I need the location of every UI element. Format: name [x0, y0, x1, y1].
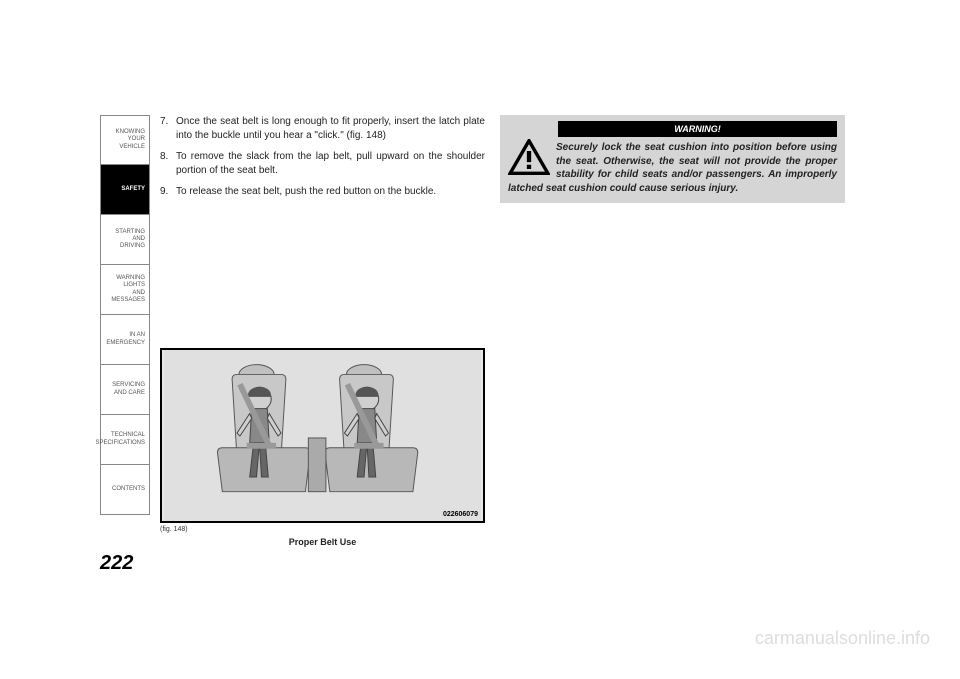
instruction-text: To release the seat belt, push the red b… [176, 185, 485, 199]
page-number: 222 [100, 552, 133, 575]
nav-label: WARNINGLIGHTSANDMESSAGES [111, 275, 145, 304]
nav-emergency[interactable]: IN ANEMERGENCY [100, 315, 150, 365]
nav-safety[interactable]: SAFETY [100, 165, 150, 215]
instruction-item: 8. To remove the slack from the lap belt… [160, 150, 485, 177]
nav-contents[interactable]: CONTENTS [100, 465, 150, 515]
figure-caption: Proper Belt Use [160, 537, 485, 547]
instruction-item: 9. To release the seat belt, push the re… [160, 185, 485, 199]
manual-page: KNOWINGYOURVEHICLE SAFETY STARTINGANDDRI… [100, 115, 860, 570]
nav-label: KNOWINGYOURVEHICLE [116, 129, 145, 151]
nav-label: IN ANEMERGENCY [106, 332, 145, 346]
figure-illustration: 022606079 [160, 348, 485, 523]
nav-label: TECHNICALSPECIFICATIONS [95, 432, 145, 446]
figure-container: 022606079 (fig. 148) Proper Belt Use [160, 348, 485, 547]
instruction-number: 9. [160, 185, 176, 199]
nav-knowing-your-vehicle[interactable]: KNOWINGYOURVEHICLE [100, 115, 150, 165]
nav-label: SAFETY [121, 186, 145, 193]
nav-warning-lights[interactable]: WARNINGLIGHTSANDMESSAGES [100, 265, 150, 315]
instruction-item: 7. Once the seat belt is long enough to … [160, 115, 485, 142]
watermark: carmanualsonline.info [755, 628, 930, 649]
instruction-number: 8. [160, 150, 176, 177]
nav-label: SERVICINGAND CARE [112, 382, 145, 396]
warning-triangle-icon [508, 139, 550, 175]
warning-header: WARNING! [558, 121, 837, 137]
nav-servicing[interactable]: SERVICINGAND CARE [100, 365, 150, 415]
instruction-text: Once the seat belt is long enough to fit… [176, 115, 485, 142]
nav-starting-and-driving[interactable]: STARTINGANDDRIVING [100, 215, 150, 265]
instruction-number: 7. [160, 115, 176, 142]
warning-text: Securely lock the seat cushion into posi… [508, 141, 837, 195]
nav-technical-specs[interactable]: TECHNICALSPECIFICATIONS [100, 415, 150, 465]
instructions-column: 7. Once the seat belt is long enough to … [160, 115, 485, 207]
nav-label: STARTINGANDDRIVING [115, 229, 145, 251]
nav-label: CONTENTS [112, 486, 145, 493]
figure-label: (fig. 148) [160, 526, 485, 533]
warning-box: WARNING! Securely lock the seat cushion … [500, 115, 845, 203]
instruction-text: To remove the slack from the lap belt, p… [176, 150, 485, 177]
warning-column: WARNING! Securely lock the seat cushion … [500, 115, 845, 203]
seat-belt-illustration [162, 350, 483, 521]
figure-id: 022606079 [443, 511, 478, 518]
section-nav-sidebar: KNOWINGYOURVEHICLE SAFETY STARTINGANDDRI… [100, 115, 150, 515]
